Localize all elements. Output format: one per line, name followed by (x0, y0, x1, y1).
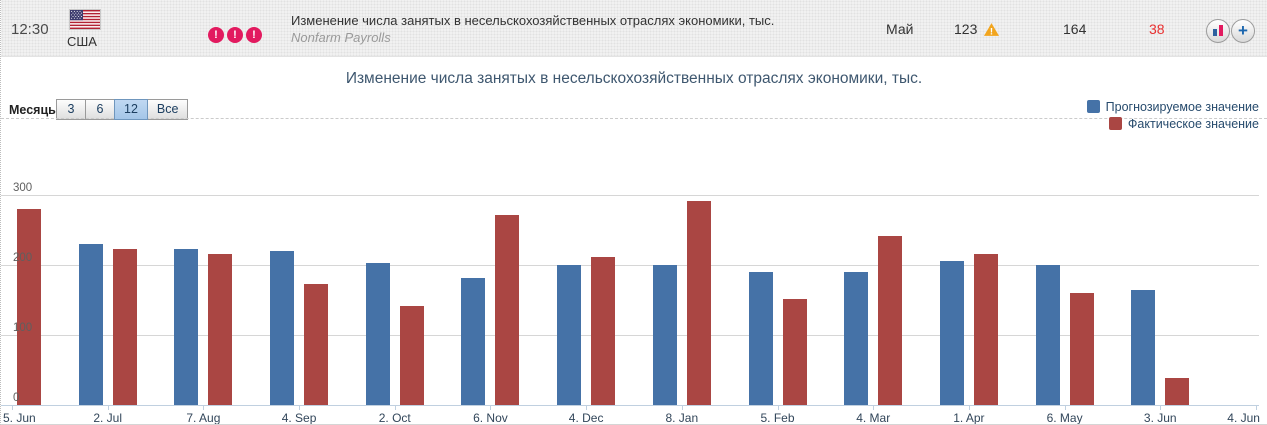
exclamation-circle-icon: ! (208, 27, 224, 43)
x-axis-tick (1255, 405, 1257, 410)
range-button-12[interactable]: 12 (114, 99, 148, 120)
actual-bar-2-oct[interactable] (399, 306, 424, 405)
x-axis-tick (490, 405, 492, 410)
event-row[interactable]: 12:30 США !!! Изменение числа занятых в … (1, 0, 1267, 57)
x-axis-tick (12, 405, 13, 410)
forecast-bar-4-sep[interactable] (270, 251, 295, 405)
forecast-bar-6-nov[interactable] (461, 278, 486, 405)
x-axis-label: 6. Nov (473, 411, 508, 425)
x-axis-label: 3. Jun (1143, 411, 1177, 425)
x-axis-label: 4. Sep (281, 411, 317, 425)
actual-bar-4-mar[interactable] (878, 236, 903, 405)
actual-bar-6-nov[interactable] (495, 215, 520, 405)
x-axis-label: 4. Mar (856, 411, 891, 425)
months-label: Месяцы (9, 103, 59, 117)
x-axis-label: 8. Jan (665, 411, 699, 425)
warning-triangle-icon: ! (984, 23, 999, 36)
x-axis-label: 2. Jul (93, 411, 123, 425)
add-event-button[interactable]: + (1231, 19, 1255, 43)
y-axis-label: 100 (13, 322, 33, 334)
x-axis-tick (203, 405, 205, 410)
x-axis-tick (586, 405, 588, 410)
bar-chart-icon (1213, 25, 1223, 36)
actual-value: 38 (1149, 21, 1165, 37)
gridline (1, 195, 1259, 196)
x-axis-tick (777, 405, 779, 410)
x-axis-tick (1064, 405, 1066, 410)
separator-line (1, 118, 1267, 119)
x-axis-tick (1160, 405, 1162, 410)
gridline (1, 335, 1259, 336)
x-axis-label: 7. Aug (186, 411, 221, 425)
forecast-bar-1-apr[interactable] (939, 261, 964, 405)
exclamation-circle-icon: ! (246, 27, 262, 43)
x-axis-tick (394, 405, 396, 410)
range-selector: 3 6 12 Все (56, 99, 189, 120)
forecast-bar-2-jul[interactable] (78, 244, 103, 405)
actual-bar-5-feb[interactable] (782, 299, 807, 405)
legend-item[interactable]: Прогнозируемое значение (1086, 98, 1259, 115)
gridline (1, 265, 1259, 266)
forecast-bar-8-jan[interactable] (652, 265, 677, 405)
actual-bar-3-jun[interactable] (1165, 378, 1190, 405)
event-period: Май (886, 21, 914, 37)
legend-swatch (1108, 117, 1122, 130)
y-axis-label: 200 (13, 252, 33, 264)
forecast-bar-4-mar[interactable] (844, 272, 869, 405)
event-title: Изменение числа занятых в несельскохозяй… (291, 13, 775, 28)
previous-value: 123 (954, 21, 978, 37)
event-subtitle: Nonfarm Payrolls (291, 30, 391, 45)
x-axis-tick (107, 405, 109, 410)
exclamation-circle-icon: ! (227, 27, 243, 43)
forecast-bar-6-may[interactable] (1035, 265, 1060, 405)
forecast-bar-7-aug[interactable] (174, 249, 199, 405)
legend-label: Прогнозируемое значение (1105, 99, 1259, 114)
forecast-value: 164 (1063, 21, 1087, 37)
actual-bar-2-jul[interactable] (112, 249, 137, 405)
actual-bar-8-jan[interactable] (686, 201, 711, 405)
importance-indicator: !!! (208, 27, 262, 43)
y-axis-label: 300 (13, 182, 33, 194)
chart-title: Изменение числа занятых в несельскохозяй… (345, 70, 923, 87)
x-axis-label: 4. Dec (568, 411, 604, 425)
actual-bar-5-jun[interactable] (17, 209, 41, 405)
actual-bar-7-aug[interactable] (208, 254, 233, 405)
event-country: США (67, 34, 97, 49)
event-time: 12:30 (11, 21, 49, 38)
x-axis-tick (873, 405, 875, 410)
actual-bar-1-apr[interactable] (973, 254, 998, 405)
y-axis-label: 0 (13, 392, 20, 404)
x-axis-label: 5. Feb (760, 411, 795, 425)
forecast-bar-3-jun[interactable] (1131, 290, 1156, 405)
svg-text:!: ! (990, 26, 993, 36)
x-axis-label: 4. Jun (1227, 411, 1260, 425)
legend-label: Фактическое значение (1127, 116, 1259, 131)
us-flag-icon (69, 9, 101, 30)
range-button-все[interactable]: Все (146, 99, 189, 120)
x-axis-tick (681, 405, 683, 410)
legend-swatch (1086, 100, 1100, 113)
chart-legend: Прогнозируемое значение Фактическое значе… (1086, 98, 1259, 132)
x-axis-label: 1. Apr (953, 411, 985, 425)
forecast-bar-4-dec[interactable] (557, 265, 582, 405)
legend-item[interactable]: Фактическое значение (1087, 115, 1259, 132)
actual-bar-6-may[interactable] (1069, 293, 1094, 405)
x-axis-tick (968, 405, 970, 410)
x-axis-tick (299, 405, 301, 410)
plus-icon: + (1238, 21, 1248, 40)
x-axis-label: 6. May (1046, 411, 1083, 425)
actual-bar-4-dec[interactable] (591, 257, 616, 405)
actual-bar-4-sep[interactable] (304, 284, 329, 405)
forecast-bar-5-feb[interactable] (748, 272, 773, 405)
range-button-6[interactable]: 6 (85, 99, 115, 120)
history-chart-button[interactable] (1206, 19, 1230, 43)
x-axis-line (1, 405, 1259, 406)
plot-area[interactable]: 0 100 200 300 5. Jun 2. Jul 7. Aug 4. Sep 2. Oct… (1, 180, 1267, 425)
x-axis-label: 2. Oct (378, 411, 411, 425)
range-button-3[interactable]: 3 (56, 99, 86, 120)
forecast-bar-2-oct[interactable] (365, 263, 390, 405)
x-axis-label: 5. Jun (3, 411, 36, 425)
